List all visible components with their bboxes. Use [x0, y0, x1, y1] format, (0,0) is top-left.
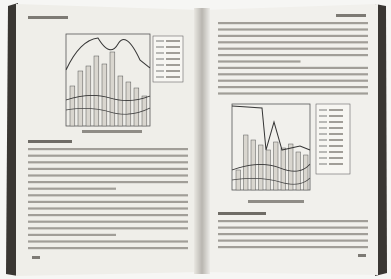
- text-line: [218, 220, 368, 222]
- text-line: [28, 168, 188, 170]
- text-line: [218, 86, 368, 88]
- legend-text: [166, 40, 180, 42]
- legend-text: [166, 52, 180, 54]
- legend-text: [166, 64, 180, 66]
- text-line: [28, 221, 188, 223]
- text-line: [218, 41, 368, 43]
- bar-shape: [236, 170, 241, 190]
- legend-text: [166, 76, 180, 78]
- heading: [28, 140, 72, 143]
- legend-text: [329, 163, 343, 165]
- text-line: [218, 54, 368, 56]
- text-line: [28, 240, 188, 242]
- text-line: [28, 174, 188, 176]
- text-line: [28, 201, 188, 203]
- bar-shape: [110, 52, 115, 126]
- text-line: [28, 214, 188, 216]
- bar-shape: [304, 155, 309, 190]
- text-line: [218, 48, 368, 50]
- text-line: [218, 67, 368, 69]
- text-line: [218, 92, 368, 94]
- legend-text: [329, 115, 343, 117]
- text-line: [218, 28, 368, 30]
- legend-text: [166, 58, 180, 60]
- book-photo: [0, 0, 391, 279]
- text-line: [28, 234, 116, 236]
- text-line: [28, 207, 188, 209]
- heading: [218, 212, 266, 215]
- text-line: [28, 155, 188, 157]
- legend-text: [166, 46, 180, 48]
- bar-shape: [94, 56, 99, 126]
- text-line: [218, 35, 368, 37]
- bar-shape: [102, 64, 107, 126]
- text-line: [218, 73, 368, 75]
- text-line: [28, 181, 188, 183]
- text-line: [218, 233, 368, 235]
- legend-text: [329, 145, 343, 147]
- bar-shape: [134, 88, 139, 126]
- bar-shape: [126, 82, 131, 126]
- legend-text: [329, 139, 343, 141]
- legend-text: [329, 109, 343, 111]
- caption-text: [82, 130, 142, 133]
- text-line: [28, 161, 188, 163]
- gutter: [194, 8, 210, 274]
- running-head: [28, 16, 68, 19]
- legend-text: [329, 127, 343, 129]
- text-line: [28, 247, 188, 249]
- legend-text: [329, 133, 343, 135]
- bar-shape: [244, 135, 249, 190]
- text-line: [28, 227, 188, 229]
- bar-shape: [289, 144, 294, 190]
- running-head: [336, 14, 366, 17]
- text-line: [218, 22, 368, 24]
- bar-shape: [259, 145, 264, 190]
- text-line: [218, 240, 368, 242]
- legend-text: [329, 121, 343, 123]
- legend-text: [166, 70, 180, 72]
- caption-text: [248, 200, 304, 203]
- bar-shape: [70, 86, 75, 126]
- bar-shape: [78, 71, 83, 126]
- bar-shape: [266, 150, 271, 190]
- page-number: [358, 254, 366, 257]
- text-line: [218, 227, 368, 229]
- legend-text: [329, 157, 343, 159]
- text-line: [28, 194, 188, 196]
- text-line: [218, 246, 368, 248]
- legend-text: [329, 151, 343, 153]
- text-line: [28, 188, 116, 190]
- page: (() => { const data = JSON.parse(documen…: [0, 0, 391, 279]
- text-line: [218, 60, 301, 62]
- text-line: [28, 148, 188, 150]
- bar-shape: [118, 76, 123, 126]
- page-number: [32, 256, 40, 259]
- text-line: [218, 80, 368, 82]
